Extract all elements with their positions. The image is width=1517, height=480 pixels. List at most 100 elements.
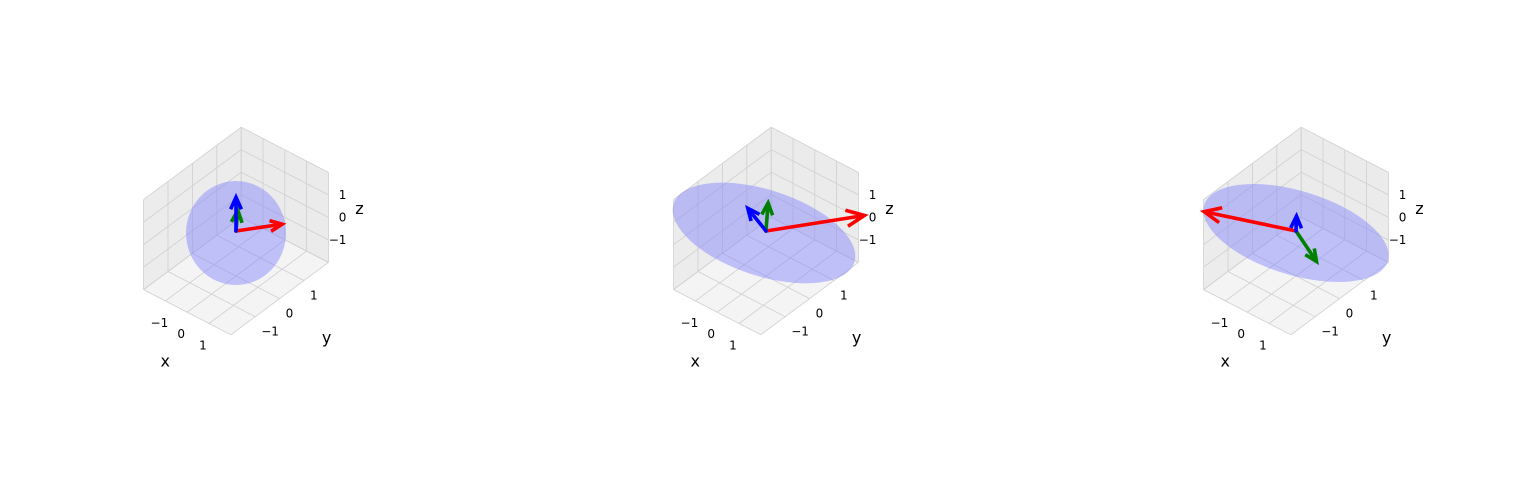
grid-line: [771, 171, 859, 218]
ellipsoid-surface: [186, 181, 286, 285]
z-tick-label: 1: [339, 188, 347, 202]
vector-shaft: [1294, 229, 1318, 262]
vector-head: [760, 198, 775, 216]
blue-vector: [228, 192, 244, 233]
y-axis-label: y: [1382, 328, 1391, 347]
grid-line: [771, 149, 859, 196]
y-axis-label: y: [322, 328, 331, 347]
grid-line: [1203, 289, 1291, 336]
grid-lines: [673, 126, 859, 336]
grid-line: [143, 126, 242, 200]
y-tick-label: 1: [1370, 289, 1378, 303]
vector-head: [1289, 211, 1304, 229]
z-axis-label: z: [885, 199, 893, 218]
x-tick-label: −1: [151, 316, 169, 330]
y-tick-label: −1: [791, 325, 809, 339]
y-tick-label: −1: [1321, 325, 1339, 339]
vector-arrows: [228, 192, 287, 233]
grid-line: [1252, 253, 1340, 299]
grid-line: [241, 149, 329, 196]
grid-line: [1290, 262, 1389, 336]
grid-line: [143, 149, 242, 223]
x-tick-label: 0: [707, 327, 715, 341]
grid-line: [208, 250, 307, 324]
grid-line: [1301, 216, 1389, 263]
grid-line: [230, 262, 329, 336]
x-tick-label: 1: [729, 339, 737, 353]
grid-line: [673, 126, 772, 200]
subplot-3: −1 0 1 −1 0 1 −1 0 1 x y z: [1060, 0, 1517, 480]
vector-shaft: [764, 213, 865, 233]
blue-vector: [1289, 211, 1304, 233]
grid-line: [1301, 149, 1389, 196]
vector-head: [844, 208, 869, 228]
grid-line: [760, 262, 859, 336]
z-axis-label: z: [1415, 199, 1423, 218]
y-tick-label: 1: [840, 289, 848, 303]
vector-shaft: [747, 208, 768, 233]
green-vector: [1294, 229, 1319, 266]
x-tick-label: 1: [199, 339, 207, 353]
y-tick-label: 0: [816, 307, 824, 321]
vector-shaft: [1204, 210, 1298, 233]
grid-line: [1276, 234, 1365, 281]
z-tick-label: 0: [869, 210, 877, 224]
vector-head: [1199, 205, 1223, 225]
tick-labels: −101−101−101: [151, 188, 347, 353]
z-tick-label: 1: [1399, 188, 1407, 202]
vector-shaft: [764, 203, 770, 233]
vector-arrows: [745, 198, 869, 233]
blue-vector: [745, 204, 768, 233]
x-axis-label: x: [1220, 352, 1229, 371]
z-tick-label: −1: [329, 233, 347, 247]
grid-line: [738, 250, 837, 324]
x-axis-label: x: [690, 352, 699, 371]
z-tick-label: −1: [859, 233, 877, 247]
z-tick-label: 0: [339, 210, 347, 224]
grid-lines: [143, 126, 329, 336]
x-tick-label: −1: [1211, 316, 1229, 330]
grid-line: [143, 171, 242, 245]
vector-shaft: [234, 222, 283, 233]
grid-line: [746, 234, 835, 281]
grid-line: [192, 253, 280, 299]
x-axis-label: x: [160, 352, 169, 371]
x-tick-label: 1: [1259, 339, 1267, 353]
vector-head: [228, 192, 244, 211]
grid-line: [216, 234, 305, 281]
y-tick-label: 1: [310, 289, 318, 303]
grid-line: [771, 216, 859, 263]
grid-line: [241, 171, 329, 218]
y-tick-label: 0: [286, 307, 294, 321]
subplot-2: −1 0 1 −1 0 1 −1 0 1 x y z: [530, 0, 1035, 480]
red-vector: [764, 208, 869, 233]
ellipsoid-surface: [672, 182, 856, 284]
grid-line: [241, 126, 329, 173]
z-axis-label: z: [355, 199, 363, 218]
tick-labels: −101−101−101: [681, 188, 877, 353]
red-vector: [1199, 205, 1298, 233]
grid-line: [1301, 126, 1389, 173]
vector-head: [1304, 248, 1319, 266]
grid-line: [1203, 171, 1302, 245]
green-vector: [760, 198, 775, 233]
vector-head: [269, 218, 287, 233]
grid-line: [673, 171, 772, 245]
x-tick-label: −1: [681, 316, 699, 330]
x-tick-label: 0: [1237, 327, 1245, 341]
red-vector: [234, 218, 287, 233]
grid-line: [1203, 126, 1302, 200]
z-tick-label: 1: [869, 188, 877, 202]
grid-line: [1268, 250, 1367, 324]
grid-line: [673, 149, 772, 223]
y-tick-label: −1: [261, 325, 279, 339]
z-tick-label: −1: [1389, 233, 1407, 247]
z-tick-label: 0: [1399, 210, 1407, 224]
grid-line: [771, 126, 859, 173]
grid-line: [722, 253, 810, 299]
tick-labels: −101−101−101: [1211, 188, 1407, 353]
